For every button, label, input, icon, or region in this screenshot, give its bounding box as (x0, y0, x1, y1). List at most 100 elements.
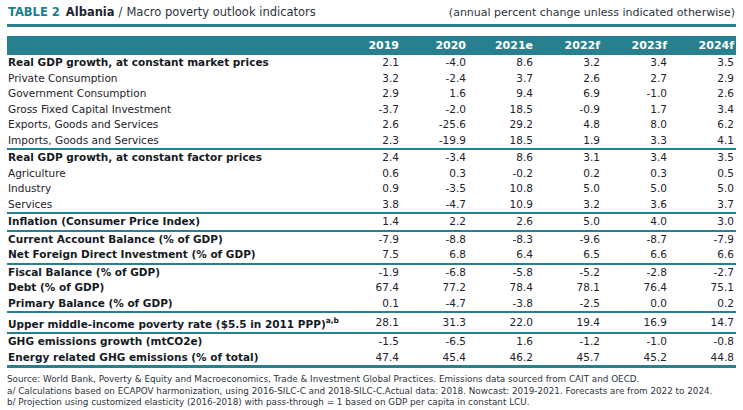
table-row: Industry0.9-3.510.85.05.05.0 (7, 181, 736, 197)
value-cell: -19.9 (401, 133, 468, 150)
value-cell: -2.4 (401, 71, 468, 87)
value-cell: 3.1 (535, 149, 602, 166)
row-label: Fiscal Balance (% of GDP) (7, 264, 334, 281)
value-cell: 45.2 (602, 350, 669, 367)
value-cell: 8.6 (468, 55, 535, 71)
table-header: 201920202021e2022f2023f2024f (7, 36, 736, 55)
value-cell: 78.4 (468, 280, 535, 296)
value-cell: 78.1 (535, 280, 602, 296)
value-cell: 4.0 (602, 213, 669, 231)
value-cell: -2.5 (535, 296, 602, 313)
value-cell: 0.9 (334, 181, 401, 197)
column-header-2020: 2020 (401, 36, 468, 55)
table-row: Real GDP growth, at constant market pric… (7, 55, 736, 71)
value-cell: -4.7 (401, 296, 468, 313)
value-cell: 18.5 (468, 102, 535, 118)
value-cell: 2.6 (468, 213, 535, 231)
value-cell: -2.7 (669, 264, 736, 281)
value-cell: 31.3 (401, 312, 468, 333)
value-cell: 0.5 (669, 166, 736, 182)
value-cell: 2.9 (334, 86, 401, 102)
value-cell: 44.8 (669, 350, 736, 367)
table-subtitle: Macro poverty outlook indicators (126, 5, 315, 19)
value-cell: -25.6 (401, 117, 468, 133)
value-cell: 3.4 (669, 102, 736, 118)
value-cell: 3.0 (669, 213, 736, 231)
value-cell: 76.4 (602, 280, 669, 296)
row-label: Gross Fixed Capital Investment (7, 102, 334, 118)
value-cell: 2.6 (535, 71, 602, 87)
value-cell: -6.5 (401, 333, 468, 350)
value-cell: -0.9 (535, 102, 602, 118)
row-label: Debt (% of GDP) (7, 280, 334, 296)
title-separator: / (119, 5, 123, 19)
value-cell: 9.4 (468, 86, 535, 102)
value-cell: 16.9 (602, 312, 669, 333)
value-cell: -0.8 (669, 333, 736, 350)
column-header-empty (7, 36, 334, 55)
row-label: Current Account Balance (% of GDP) (7, 231, 334, 248)
table-row: Debt (% of GDP)67.477.278.478.176.475.1 (7, 280, 736, 296)
table-row: Private Consumption3.2-2.43.72.62.72.9 (7, 71, 736, 87)
table-row: Energy related GHG emissions (% of total… (7, 350, 736, 367)
value-cell: 10.9 (468, 197, 535, 214)
value-cell: 4.1 (669, 133, 736, 150)
report-table-page: TABLE 2Albania/Macro poverty outlook ind… (0, 0, 743, 409)
value-cell: -3.4 (401, 149, 468, 166)
value-cell: 3.2 (334, 71, 401, 87)
value-cell: 19.4 (535, 312, 602, 333)
footnote-source: Source: World Bank, Poverty & Equity and… (7, 374, 736, 386)
table-row: Gross Fixed Capital Investment-3.7-2.018… (7, 102, 736, 118)
column-header-2021e: 2021e (468, 36, 535, 55)
value-cell: 0.2 (535, 166, 602, 182)
value-cell: 75.1 (669, 280, 736, 296)
value-cell: -8.7 (602, 231, 669, 248)
value-cell: 3.7 (468, 71, 535, 87)
value-cell: 5.0 (535, 213, 602, 231)
value-cell: 0.3 (602, 166, 669, 182)
value-cell: 6.5 (535, 247, 602, 264)
value-cell: 0.1 (334, 296, 401, 313)
table-row: Agriculture0.60.3-0.20.20.30.5 (7, 166, 736, 182)
value-cell: 8.6 (468, 149, 535, 166)
value-cell: -5.2 (535, 264, 602, 281)
country-name: Albania (66, 5, 115, 19)
value-cell: -6.8 (401, 264, 468, 281)
value-cell: 3.7 (669, 197, 736, 214)
value-cell: -7.9 (334, 231, 401, 248)
title-divider-rule (7, 24, 736, 27)
value-cell: 3.4 (602, 149, 669, 166)
row-label: Energy related GHG emissions (% of total… (7, 350, 334, 367)
value-cell: 2.2 (401, 213, 468, 231)
table-row: Fiscal Balance (% of GDP)-1.9-6.8-5.8-5.… (7, 264, 736, 281)
value-cell: 77.2 (401, 280, 468, 296)
value-cell: -4.0 (401, 55, 468, 71)
column-header-2024f: 2024f (669, 36, 736, 55)
value-cell: -2.0 (401, 102, 468, 118)
table-title-left: TABLE 2Albania/Macro poverty outlook ind… (8, 5, 316, 19)
column-header-2019: 2019 (334, 36, 401, 55)
table-row: Current Account Balance (% of GDP)-7.9 -8… (7, 231, 736, 248)
table-row: Inflation (Consumer Price Index)1.42.22.… (7, 213, 736, 231)
value-cell: 0.0 (602, 296, 669, 313)
row-label: Inflation (Consumer Price Index) (7, 213, 334, 231)
value-cell: -8.3 (468, 231, 535, 248)
value-cell: 5.0 (669, 181, 736, 197)
value-cell: 3.2 (535, 55, 602, 71)
table-title-row: TABLE 2Albania/Macro poverty outlook ind… (7, 5, 736, 24)
table-row: Government Consumption2.91.69.46.9-1.02.… (7, 86, 736, 102)
value-cell: -2.8 (602, 264, 669, 281)
value-cell: -1.9 (334, 264, 401, 281)
value-cell: 45.7 (535, 350, 602, 367)
value-cell: 3.8 (334, 197, 401, 214)
table-row: Exports, Goods and Services2.6-25.629.24… (7, 117, 736, 133)
value-cell: -9.6 (535, 231, 602, 248)
value-cell: 10.8 (468, 181, 535, 197)
value-cell: -1.5 (334, 333, 401, 350)
row-label: Exports, Goods and Services (7, 117, 334, 133)
value-cell: 47.4 (334, 350, 401, 367)
value-cell: 22.0 (468, 312, 535, 333)
value-cell: 2.4 (334, 149, 401, 166)
value-cell: 1.7 (602, 102, 669, 118)
value-cell: 2.3 (334, 133, 401, 150)
